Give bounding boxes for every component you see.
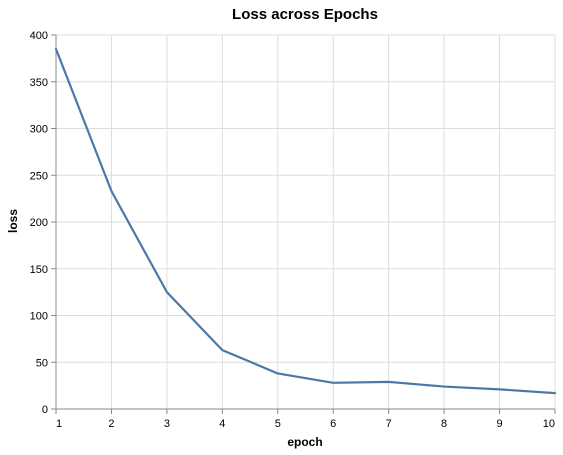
x-tick-label: 6 (330, 418, 336, 430)
x-tick-label: 8 (441, 418, 447, 430)
x-tick-label: 7 (386, 418, 392, 430)
x-tick-label: 3 (164, 418, 170, 430)
grid (55, 34, 556, 410)
y-tick-label: 50 (36, 357, 48, 369)
x-tick-label: 10 (543, 418, 555, 430)
x-tick-label: 4 (219, 418, 225, 430)
y-tick-label: 300 (30, 124, 48, 136)
series (54, 47, 557, 395)
y-tick-label: 250 (30, 170, 48, 182)
y-tick-label: 200 (30, 217, 48, 229)
y-tick-label: 100 (30, 311, 48, 323)
x-tick-label: 5 (275, 418, 281, 430)
x-axis-title: epoch (287, 435, 322, 449)
loss-series-line (54, 47, 557, 395)
y-tick-label: 0 (42, 404, 48, 416)
x-tick-label: 2 (108, 418, 114, 430)
y-tick-label: 350 (30, 77, 48, 89)
chart-title: Loss across Epochs (232, 6, 378, 23)
y-tick-label: 400 (30, 30, 48, 42)
x-tick-label: 9 (496, 418, 502, 430)
y-axis-title: loss (6, 209, 20, 233)
y-tick-label: 150 (30, 264, 48, 276)
x-tick-label: 1 (56, 418, 62, 430)
